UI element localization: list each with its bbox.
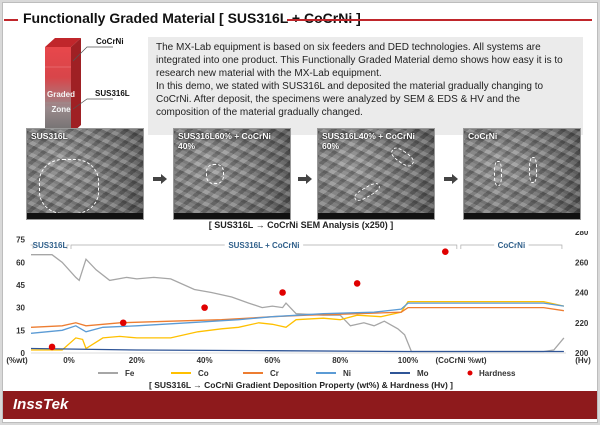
sus316l-layer-label: SUS316L [95, 89, 130, 98]
region-bracket [70, 244, 225, 249]
region-bracket [66, 244, 70, 249]
arrow-right-icon [153, 171, 167, 184]
graded-block-icon [45, 38, 81, 134]
legend-label: Fe [125, 369, 135, 378]
title-rule-left [4, 19, 18, 21]
y-tick-left: 75 [16, 236, 25, 245]
region-bracket [528, 244, 563, 249]
legend-label: Ni [343, 369, 351, 378]
sem-image-label: SUS316L40% + CoCrNi 60% [322, 131, 415, 151]
cocrni-layer-label: CoCrNi [96, 37, 124, 46]
y-tick-left: 0 [21, 349, 26, 358]
y-tick-left: 30 [16, 304, 25, 313]
hardness-point [119, 319, 127, 327]
series-line-co [31, 300, 565, 351]
sem-image-sus316l: SUS316L [26, 128, 144, 220]
series-line-fe [31, 254, 565, 353]
legend-label: Hardness [479, 369, 516, 378]
x-tick: 20% [129, 356, 145, 365]
x-tick: 100% [398, 356, 418, 365]
y-tick-right: 240 [575, 289, 589, 298]
block-leader-lines [73, 46, 113, 110]
series-line-cr [30, 306, 564, 328]
y-tick-right: 280 [575, 231, 589, 237]
region-bracket [460, 244, 495, 249]
page-title: Functionally Graded Material [ SUS316L +… [23, 10, 361, 26]
region-label: SUS316L + CoCrNi [228, 241, 299, 250]
x-tick: 80% [332, 356, 348, 365]
legend-label: Cr [270, 369, 279, 378]
chart-caption: [ SUS316L → CoCrNi Gradient Deposition P… [149, 380, 453, 390]
brand-logo: InssTek [13, 396, 69, 413]
hardness-point [353, 280, 361, 287]
y-tick-right: 260 [575, 258, 589, 267]
title-rule-right [287, 19, 592, 21]
sem-image-cocrni: CoCrNi [463, 128, 581, 220]
x-axis-label: (CoCrNi %wt) [435, 356, 486, 365]
sem-image-label: CoCrNi [468, 131, 498, 141]
series-line-ni [30, 302, 564, 334]
graded-zone-label: Graded [46, 90, 75, 99]
y-axis-label-left: (%wt) [6, 356, 28, 365]
region-bracket [303, 244, 458, 249]
series-line-mo [30, 347, 564, 353]
legend-label: Co [198, 369, 209, 378]
hardness-point [441, 248, 449, 255]
description-paragraph: In this demo, we stated with SUS316L and… [156, 81, 544, 118]
y-tick-right: 200 [575, 349, 589, 358]
sem-image-sus40-cocrni60: SUS316L40% + CoCrNi 60% [317, 128, 435, 220]
sem-image-sus60-cocrni40: SUS316L60% + CoCrNi 40% [173, 128, 291, 220]
y-tick-left: 60 [16, 258, 25, 267]
hardness-point [201, 304, 208, 311]
region-bracket [30, 244, 34, 249]
sem-image-label: SUS316L [31, 131, 68, 141]
arrow-right-icon [444, 171, 458, 184]
region-label: SUS316L [33, 241, 68, 250]
graded-zone-label-2: Zone [51, 105, 71, 114]
x-tick: 60% [264, 356, 280, 365]
x-tick: 0% [63, 356, 75, 365]
sem-caption: [ SUS316L → CoCrNi SEM Analysis (x250) ] [208, 220, 394, 230]
legend-label: Mo [417, 369, 429, 378]
y-tick-left: 45 [16, 281, 25, 290]
region-label: CoCrNi [498, 241, 526, 250]
hardness-point [48, 343, 56, 351]
y-tick-right: 220 [575, 319, 589, 328]
footer-bar: InssTek [3, 391, 597, 419]
composition-hardness-chart: 0 15 30 45 60 75 200 220 240 260 280 0% 20% 40% 60% 80%… [6, 231, 591, 378]
y-tick-left: 15 [16, 326, 25, 335]
hardness-point [279, 289, 286, 296]
x-tick: 40% [197, 356, 213, 365]
sem-image-label: SUS316L60% + CoCrNi 40% [178, 131, 271, 151]
description-paragraph: The MX-Lab equipment is based on six fee… [156, 42, 563, 79]
graded-block-illustration: Graded Zone [43, 37, 83, 137]
arrow-right-icon [298, 171, 312, 184]
y-axis-label-right: (Hv) [575, 356, 591, 365]
description-box: The MX-Lab equipment is based on six fee… [148, 37, 583, 135]
legend-marker-hardness [467, 370, 473, 376]
